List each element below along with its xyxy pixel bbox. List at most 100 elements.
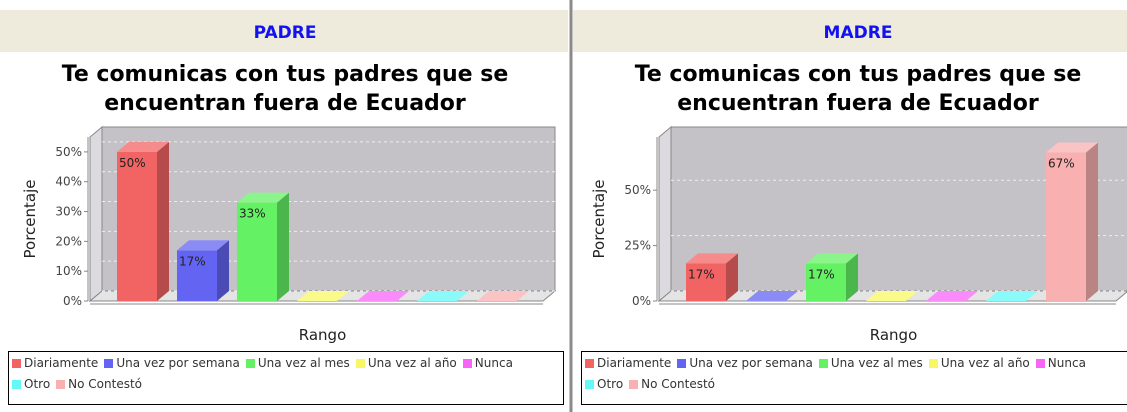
bar-side: [846, 253, 858, 301]
legend-item: Otro: [585, 377, 623, 391]
value-label: 67%: [1048, 157, 1075, 171]
y-tick-label: 25%: [624, 239, 651, 253]
y-tick-label: 50%: [55, 145, 82, 159]
legend-swatch: [12, 358, 21, 368]
legend-swatch: [677, 358, 687, 368]
legend-swatch: [245, 358, 255, 368]
bar-side: [1086, 142, 1098, 301]
bar-top: [986, 291, 1038, 301]
legend-label: No Contestó: [68, 377, 143, 391]
legend-swatch: [585, 358, 594, 368]
value-label: 33%: [239, 207, 266, 221]
plot-side: [89, 125, 103, 303]
legend-item: Una vez al año: [928, 356, 1030, 370]
legend-item: No Contestó: [56, 377, 142, 391]
legend-label: Una vez al año: [367, 356, 457, 370]
bar-top: [297, 291, 349, 301]
bar-front: [177, 250, 217, 301]
bar-top: [237, 192, 289, 203]
legend-item: No Contestó: [629, 377, 715, 391]
chart-title: Te comunicas con tus padres que se encue…: [61, 62, 509, 116]
legend-label: Otro: [597, 377, 624, 391]
y-tick-label: 10%: [55, 264, 82, 278]
header: MADRE: [824, 23, 893, 43]
legend-swatch: [56, 379, 66, 389]
legend-label: Una vez por semana: [689, 356, 813, 370]
legend-swatch: [1035, 358, 1045, 368]
plot-side: [658, 125, 672, 303]
legend-swatch: [104, 358, 114, 368]
bar-top: [866, 291, 918, 301]
bar-side: [157, 141, 169, 301]
x-axis-label: Rango: [299, 326, 347, 344]
legend-items: Diariamente Una vez por semana Una vez al …: [585, 356, 1105, 391]
value-label: 17%: [808, 267, 835, 281]
y-tick-label: 0%: [632, 294, 651, 308]
legend-items: Diariamente Una vez por semana Una vez al …: [12, 356, 532, 391]
bar-top: [746, 291, 798, 301]
legend-swatch: [12, 379, 21, 389]
bar-top: [417, 291, 469, 301]
chart-title: Te comunicas con tus padres que se encue…: [634, 62, 1082, 116]
legend-label: Nunca: [1047, 356, 1086, 370]
y-tick-label: 0%: [63, 294, 82, 308]
bar-side: [726, 253, 738, 301]
legend-label: Una vez al mes: [830, 356, 923, 370]
x-axis-label: Rango: [870, 326, 918, 344]
legend-label: Diariamente: [597, 356, 672, 370]
y-axis-label: Porcentaje: [590, 180, 608, 259]
legend-item: Otro: [12, 377, 50, 391]
bar-top: [806, 253, 858, 264]
legend-label: No Contestó: [641, 377, 716, 391]
legend-swatch: [818, 358, 828, 368]
y-tick-label: 40%: [55, 175, 82, 189]
bar-top: [177, 240, 229, 251]
bar-top: [477, 291, 529, 301]
y-axis-label: Porcentaje: [21, 180, 39, 259]
legend-label: Otro: [24, 377, 51, 391]
header-band: [573, 10, 1127, 52]
legend-item: Nunca: [1035, 356, 1086, 370]
legend-swatch: [928, 358, 938, 368]
value-label: 17%: [688, 267, 715, 281]
value-label: 17%: [179, 254, 206, 268]
y-tick-label: 20%: [55, 234, 82, 248]
legend-item: Diariamente: [585, 356, 671, 370]
legend-swatch: [462, 358, 472, 368]
bar-top: [1046, 142, 1098, 153]
legend-swatch: [585, 379, 594, 389]
bar-front: [117, 151, 157, 301]
legend-label: Diariamente: [24, 356, 99, 370]
legend: Diariamente Una vez por semana Una vez al …: [581, 351, 1127, 405]
bar-top: [686, 253, 738, 264]
bar-front: [686, 263, 726, 301]
legend-label: Una vez por semana: [116, 356, 240, 370]
legend-item: Una vez por semana: [677, 356, 813, 370]
legend-item: Una vez por semana: [104, 356, 240, 370]
header: PADRE: [254, 23, 317, 43]
legend-label: Una vez al año: [940, 356, 1030, 370]
plot-back: [101, 126, 556, 292]
legend-swatch: [355, 358, 365, 368]
legend-label: Una vez al mes: [257, 356, 350, 370]
legend-item: Una vez al mes: [818, 356, 923, 370]
bar-top: [357, 291, 409, 301]
value-label: 50%: [119, 156, 146, 170]
bar-front: [806, 263, 846, 301]
legend-label: Nunca: [474, 356, 513, 370]
bar-front: [1046, 152, 1086, 301]
bar-top: [117, 141, 169, 152]
legend-item: Una vez al año: [355, 356, 457, 370]
legend-item: Nunca: [462, 356, 513, 370]
bar-side: [217, 240, 229, 301]
bar-side: [277, 192, 289, 301]
bar-front: [237, 202, 277, 301]
legend-item: Una vez al mes: [245, 356, 350, 370]
y-tick-label: 50%: [624, 183, 651, 197]
legend: Diariamente Una vez por semana Una vez al …: [8, 351, 564, 405]
bar-top: [926, 291, 978, 301]
legend-item: Diariamente: [12, 356, 98, 370]
header-band: [0, 10, 568, 52]
